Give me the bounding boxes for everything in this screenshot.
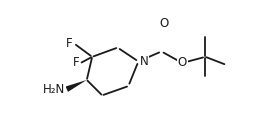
Text: F: F — [72, 57, 79, 69]
Text: N: N — [140, 55, 149, 68]
Polygon shape — [66, 80, 87, 92]
Text: H₂N: H₂N — [43, 83, 65, 96]
Text: O: O — [159, 17, 168, 30]
Text: O: O — [178, 57, 187, 69]
Text: F: F — [66, 37, 73, 50]
